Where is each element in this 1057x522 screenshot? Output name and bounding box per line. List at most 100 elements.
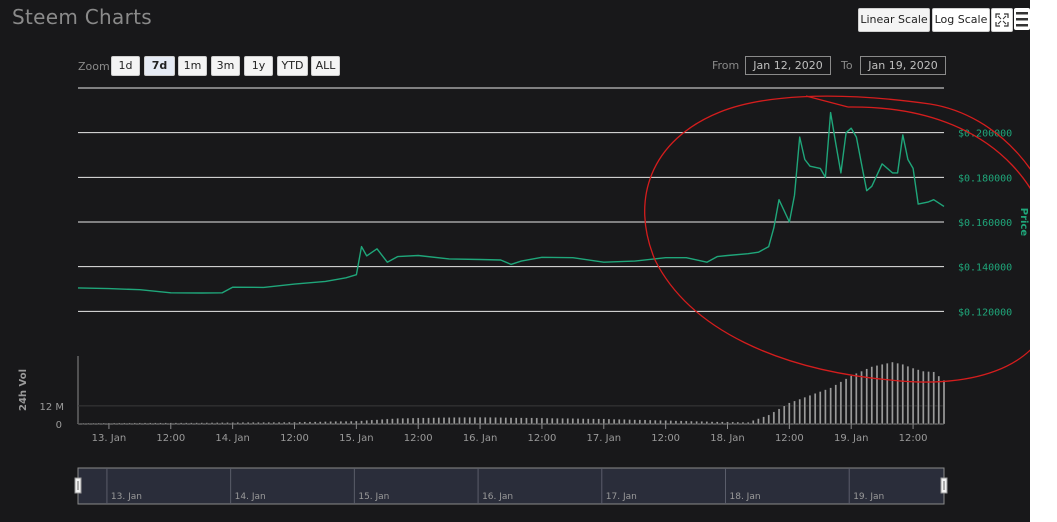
zoom-1d-button[interactable]: 1d bbox=[111, 56, 140, 76]
volume-tick-label: 0 bbox=[56, 420, 62, 431]
navigator-tick-label: 15. Jan bbox=[358, 492, 389, 502]
volume-bar bbox=[844, 378, 848, 425]
volume-bar bbox=[298, 421, 301, 425]
volume-bar bbox=[757, 418, 760, 425]
volume-bar bbox=[241, 422, 245, 425]
volume-bar bbox=[602, 418, 605, 425]
price-tick-label: $0.140000 bbox=[958, 263, 1012, 274]
volume-bar bbox=[834, 384, 837, 425]
volume-bar bbox=[453, 417, 456, 425]
volume-bar bbox=[458, 417, 461, 425]
navigator-tick-label: 16. Jan bbox=[482, 492, 513, 502]
price-tick-label: $0.180000 bbox=[958, 173, 1012, 184]
volume-bar bbox=[339, 421, 343, 425]
volume-bar bbox=[154, 422, 157, 425]
log-scale-button[interactable]: Log Scale bbox=[932, 8, 990, 32]
volume-bar bbox=[499, 417, 502, 425]
volume-bar bbox=[205, 422, 209, 425]
x-tick-label: 12:00 bbox=[528, 433, 557, 444]
volume-bar bbox=[149, 422, 152, 425]
volume-bar bbox=[793, 400, 796, 425]
volume-bar bbox=[386, 418, 389, 425]
volume-bar bbox=[427, 417, 430, 425]
page-gutter bbox=[1030, 0, 1057, 522]
volume-bar bbox=[375, 419, 379, 425]
volume-bar bbox=[195, 422, 198, 425]
zoom-1y-button[interactable]: 1y bbox=[244, 56, 273, 76]
volume-bar bbox=[92, 422, 95, 425]
navigator-tick-label: 13. Jan bbox=[111, 492, 142, 502]
volume-bar bbox=[303, 421, 306, 425]
to-date-input[interactable]: Jan 19, 2020 bbox=[860, 56, 946, 75]
from-date-input[interactable]: Jan 12, 2020 bbox=[745, 56, 831, 75]
volume-bar bbox=[380, 419, 384, 425]
volume-bar bbox=[582, 418, 585, 425]
linear-scale-button[interactable]: Linear Scale bbox=[858, 8, 930, 32]
x-tick-label: 19. Jan bbox=[834, 433, 869, 444]
volume-bar bbox=[829, 387, 832, 425]
volume-bar bbox=[535, 417, 538, 425]
navigator-tick-label: 19. Jan bbox=[853, 492, 884, 502]
volume-bar bbox=[772, 411, 776, 425]
volume-bar bbox=[649, 419, 652, 425]
price-tick-label: $0.200000 bbox=[958, 129, 1012, 140]
volume-bar bbox=[741, 421, 745, 425]
volume-bar bbox=[473, 417, 477, 425]
x-tick-label: 12:00 bbox=[899, 433, 928, 444]
volume-bar bbox=[350, 420, 353, 425]
x-tick-label: 12:00 bbox=[156, 433, 185, 444]
zoom-ytd-button[interactable]: YTD bbox=[277, 56, 308, 76]
volume-bar bbox=[190, 422, 193, 425]
volume-bar bbox=[891, 361, 894, 425]
page-title: Steem Charts bbox=[12, 5, 152, 29]
volume-bar bbox=[185, 422, 188, 425]
volume-bar bbox=[308, 421, 312, 425]
volume-bar bbox=[313, 421, 317, 425]
x-tick-label: 14. Jan bbox=[215, 433, 250, 444]
volume-bar bbox=[515, 417, 518, 425]
volume-bar bbox=[231, 422, 234, 425]
navigator-tick-label: 14. Jan bbox=[235, 492, 266, 502]
volume-bar bbox=[370, 419, 373, 425]
volume-bar bbox=[654, 419, 657, 425]
volume-bar bbox=[468, 417, 471, 425]
volume-bar bbox=[138, 422, 142, 425]
volume-bar bbox=[422, 417, 425, 425]
volume-bar bbox=[530, 417, 533, 425]
volume-bar bbox=[783, 405, 786, 425]
price-volume-chart[interactable]: $0.120000 $0.140000 $0.160000 $0.180000 $0.2… bbox=[0, 0, 1030, 522]
volume-bar bbox=[200, 422, 203, 425]
volume-bar bbox=[664, 420, 667, 425]
zoom-1m-button[interactable]: 1m bbox=[178, 56, 207, 76]
volume-bar bbox=[179, 422, 183, 425]
volume-bar bbox=[432, 417, 435, 425]
volume-bar bbox=[571, 418, 575, 425]
from-label: From bbox=[712, 59, 740, 72]
volume-bar bbox=[87, 422, 90, 425]
volume-bar bbox=[592, 418, 595, 425]
x-tick-label: 12:00 bbox=[280, 433, 309, 444]
hamburger-menu-icon[interactable] bbox=[1014, 8, 1030, 30]
volume-bar bbox=[855, 373, 858, 425]
fullscreen-icon[interactable] bbox=[991, 8, 1013, 32]
volume-bar bbox=[906, 366, 910, 425]
volume-bar bbox=[618, 419, 621, 425]
volume-bar bbox=[463, 417, 466, 425]
x-tick-label: 15. Jan bbox=[339, 433, 374, 444]
volume-bar bbox=[525, 417, 528, 425]
volume-bar bbox=[355, 420, 358, 425]
volume-bar bbox=[82, 422, 85, 425]
volume-bar bbox=[272, 422, 276, 425]
volume-bar bbox=[638, 419, 642, 425]
volume-bar bbox=[880, 364, 884, 425]
zoom-7d-button[interactable]: 7d bbox=[144, 56, 175, 76]
volume-bar bbox=[705, 421, 709, 425]
to-label: To bbox=[841, 59, 853, 72]
volume-bar bbox=[344, 421, 348, 425]
zoom-all-button[interactable]: ALL bbox=[311, 56, 340, 76]
volume-bar bbox=[334, 421, 337, 425]
zoom-3m-button[interactable]: 3m bbox=[211, 56, 240, 76]
volume-bar bbox=[324, 421, 327, 425]
chart-panel: Steem Charts Linear Scale Log Scale Zoom… bbox=[0, 0, 1030, 522]
volume-bar bbox=[870, 366, 873, 425]
